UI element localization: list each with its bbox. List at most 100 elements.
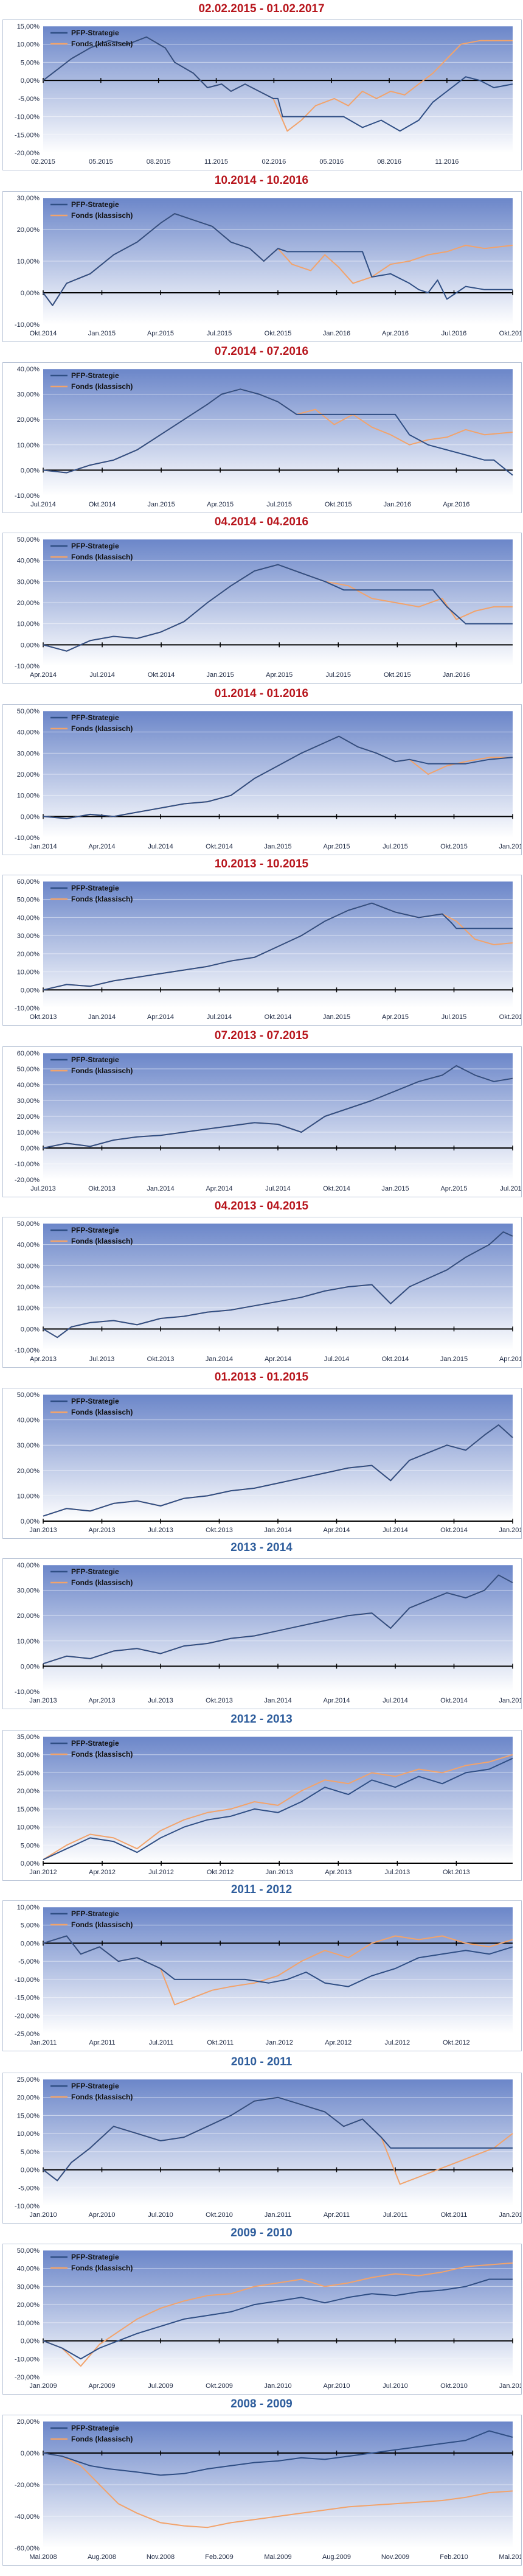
x-tick-label: Jul.2015: [266, 501, 292, 508]
chart-area: 30,00% 20,00% 10,00% 0,00% -10,00% Okt.2014 Ja…: [2, 191, 523, 342]
legend-label-fund: Fonds (klassisch): [71, 724, 133, 733]
chart-title: 2010 - 2011: [230, 2056, 293, 2068]
line-chart: 40,00%30,00%20,00%10,00%0,00%-10,00%Jan.…: [15, 1562, 523, 1704]
x-tick-label: Jan.2010: [264, 2382, 291, 2390]
legend: PFP-Strategie Fonds (klassisch): [50, 2253, 133, 2272]
plot-background: [43, 1565, 513, 1692]
legend-label-strategy: PFP-Strategie: [71, 1567, 119, 1576]
legend-label-strategy: PFP-Strategie: [71, 2424, 119, 2432]
y-tick-label: 5,00%: [21, 59, 40, 66]
x-tick-label: Okt.2014: [89, 501, 116, 508]
y-tick-label: 10,00%: [17, 1638, 40, 1645]
y-tick-label: 10,00%: [17, 1824, 40, 1832]
plot-background: [43, 1907, 513, 2034]
y-tick-label: 60,00%: [17, 1050, 40, 1057]
y-tick-label: 10,00%: [17, 442, 40, 449]
y-tick-label: -10,00%: [15, 2203, 40, 2210]
x-tick-label: Okt.2015: [265, 330, 292, 337]
x-tick-label: Jan.2015: [264, 843, 291, 850]
y-tick-label: 0,00%: [21, 1326, 40, 1333]
y-tick-label: 20,00%: [17, 1113, 40, 1121]
x-tick-label: Jan.2012: [266, 2039, 293, 2046]
line-chart: 50,00% 40,00% 30,00% 20,00% 10,00% 0,00% -10,0…: [15, 708, 523, 850]
legend-label-fund: Fonds (klassisch): [71, 553, 133, 561]
strategy-series-line: [43, 2430, 513, 2476]
x-tick-label: 05.2016: [319, 158, 344, 166]
y-tick-label: 0,00%: [21, 1518, 40, 1525]
legend-label-fund: Fonds (klassisch): [71, 40, 133, 48]
y-tick-label: 15,00%: [17, 2112, 40, 2119]
legend-label-strategy: PFP-Strategie: [71, 2253, 119, 2261]
x-tick-label: Apr.2009: [88, 2382, 115, 2390]
chart-panel: 04.2013 - 04.2015 50,00% 40,00% 30,00% 20,00…: [0, 1199, 523, 1368]
strategy-series-line: [43, 1757, 513, 1861]
x-tick-label: Apr.2014: [88, 843, 115, 850]
x-tick-label: Okt.2013: [88, 1185, 116, 1192]
line-chart: 10,00% 5,00% 0,00% -5,00% -10,00% -15,00% -20,…: [15, 1904, 513, 2046]
y-tick-label: 0,00%: [21, 1940, 40, 1947]
y-tick-label: -40,00%: [15, 2513, 40, 2521]
legend-label-fund: Fonds (klassisch): [71, 1066, 133, 1075]
y-tick-label: 10,00%: [17, 793, 40, 800]
x-tick-label: Okt.2015: [384, 671, 411, 679]
chart-panel: 10.2014 - 10.2016 30,00% 20,00% 10,00% 0,00%…: [0, 173, 523, 342]
x-tick-label: Okt.2015: [499, 1013, 521, 1021]
y-tick-label: 40,00%: [17, 558, 40, 565]
x-tick-label: Apr.2016: [382, 330, 409, 337]
y-tick-label: 20,00%: [17, 600, 40, 607]
x-tick-label: Apr.2014: [265, 1356, 291, 1363]
y-tick-label: 0,00%: [21, 467, 40, 474]
legend-label-fund: Fonds (klassisch): [71, 1408, 133, 1416]
x-tick-label: Okt.2014: [206, 843, 233, 850]
strategy-series-line: [43, 1574, 513, 1665]
chart-title: 02.02.2015 - 01.02.2017: [198, 2, 325, 15]
y-tick-label: -10,00%: [15, 1005, 40, 1012]
y-tick-label: 0,00%: [21, 642, 40, 649]
chart-title: 2008 - 2009: [230, 2398, 293, 2410]
y-tick-label: 10,00%: [17, 969, 40, 976]
x-tick-label: Okt.2014: [382, 1356, 409, 1363]
x-tick-label: Okt.2013: [443, 1869, 470, 1876]
plot-background: [43, 2250, 513, 2377]
y-tick-label: -5,00%: [18, 2185, 40, 2192]
x-tick-label: Mai.2008: [29, 2553, 57, 2561]
chart-area: 50,00% 40,00% 30,00% 20,00% 10,00% 0,00% -10,0…: [2, 1217, 523, 1368]
x-tick-label: Feb.2009: [205, 2553, 233, 2561]
y-tick-label: 40,00%: [17, 2266, 40, 2273]
x-tick-label: Jul.2015: [383, 843, 408, 850]
line-chart: 40,00%30,00%20,00%10,00%0,00%-10,00%Jul.…: [15, 366, 513, 508]
x-tick-label: Apr.2010: [88, 2211, 115, 2219]
x-tick-label: Apr.2010: [323, 2382, 350, 2390]
x-tick-label: Feb.2010: [440, 2553, 468, 2561]
chart-area: 15,00% 10,00% 5,00% 0,00% -5,00% -10,00% -15,0…: [2, 19, 522, 170]
x-tick-label: 05.2015: [89, 158, 113, 166]
legend: PFP-Strategie Fonds (klassisch): [50, 2082, 133, 2101]
x-tick-label: Nov.2008: [147, 2553, 175, 2561]
chart-area: 60,00% 50,00% 40,00% 30,00% 20,00% 10,00% 0,00…: [2, 875, 523, 1026]
x-tick-label: Jan.2016: [384, 501, 411, 508]
x-tick-label: Jul.2011: [149, 2039, 174, 2046]
x-tick-label: Apr.2013: [325, 1869, 352, 1876]
x-tick-label: Jul.2010: [148, 2211, 173, 2219]
chart-title: 2009 - 2010: [230, 2227, 293, 2239]
chart-title: 2013 - 2014: [230, 1541, 293, 1554]
y-tick-label: -10,00%: [15, 114, 40, 121]
x-tick-label: Apr.2014: [30, 671, 57, 679]
chart-panel: 2011 - 2012 10,00% 5,00% 0,00% -5,00% -10,00%…: [0, 1882, 523, 2051]
legend-label-fund: Fonds (klassisch): [71, 211, 133, 220]
y-tick-label: 0,00%: [21, 2167, 40, 2174]
y-tick-label: 40,00%: [17, 729, 40, 737]
chart-title: 2012 - 2013: [230, 1713, 293, 1726]
x-tick-label: Jul.2016: [442, 330, 467, 337]
y-tick-label: 30,00%: [17, 1442, 40, 1449]
x-tick-label: Jan.2012: [499, 2211, 521, 2219]
legend-label-strategy: PFP-Strategie: [71, 2082, 119, 2090]
chart-area: 50,00% 40,00% 30,00% 20,00% 10,00% 0,00% Jan.2…: [2, 1388, 523, 1539]
x-tick-label: Apr.2013: [88, 1527, 115, 1534]
y-tick-label: -20,00%: [15, 2482, 40, 2489]
x-tick-label: Okt.2009: [206, 2382, 233, 2390]
y-tick-label: 50,00%: [17, 2247, 40, 2255]
y-tick-label: -10,00%: [15, 2356, 40, 2363]
chart-panel: 07.2013 - 07.2015 60,00% 50,00% 40,00% 30,00…: [0, 1028, 523, 1197]
line-chart: 50,00% 40,00% 30,00% 20,00% 10,00% 0,00% Jan.2…: [17, 1391, 523, 1534]
